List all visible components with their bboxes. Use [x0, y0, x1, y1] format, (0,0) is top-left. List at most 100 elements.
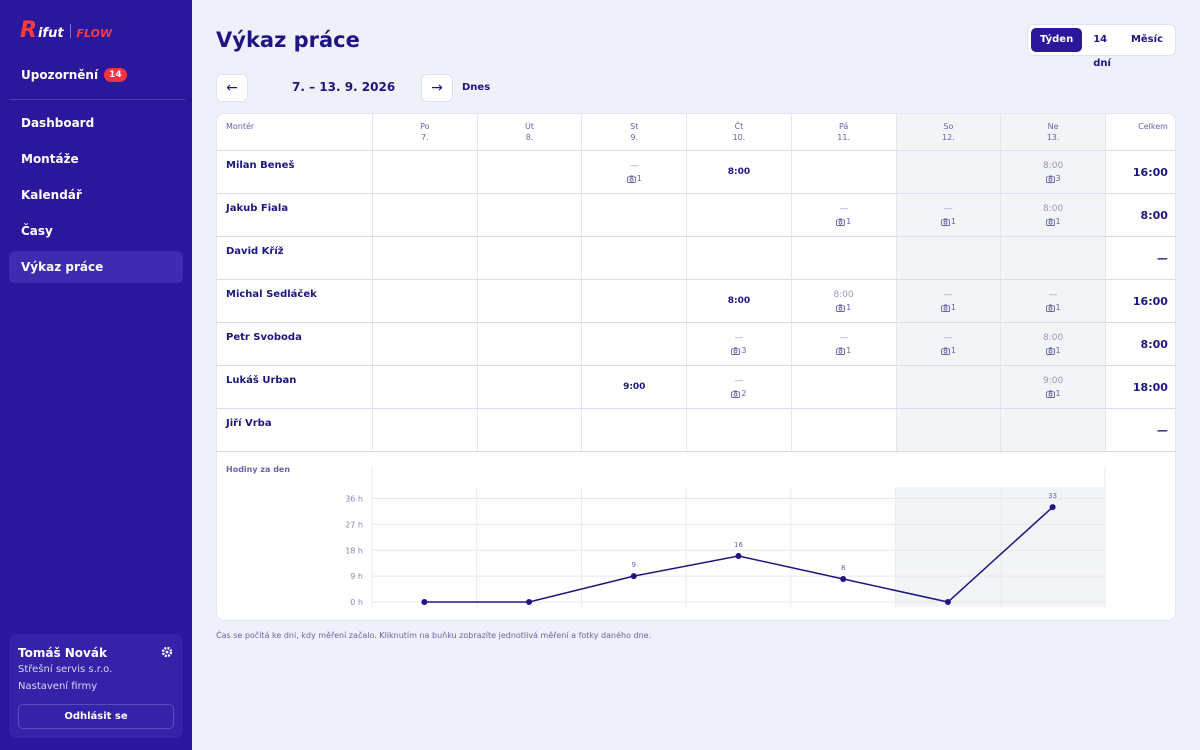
day-cell[interactable]: —3 [686, 323, 791, 366]
day-cell[interactable] [372, 323, 477, 366]
day-cell[interactable]: 8:00 [686, 280, 791, 323]
hours: — [1048, 290, 1058, 300]
day-cell[interactable] [476, 366, 582, 409]
day-cell[interactable] [1000, 237, 1105, 280]
row-total: — [1104, 409, 1175, 452]
notifications[interactable]: Upozornění 14 [21, 68, 127, 82]
nav-item[interactable]: Výkaz práce [9, 251, 183, 283]
day-cell[interactable] [581, 194, 687, 237]
notifications-badge: 14 [104, 68, 127, 82]
day-date: 7. [421, 133, 429, 142]
day-cell[interactable] [372, 237, 477, 280]
settings-icon[interactable] [161, 646, 173, 658]
day-cell[interactable] [372, 409, 477, 452]
hours: 9:00 [623, 382, 646, 392]
day-cell[interactable]: —1 [790, 194, 896, 237]
day-cell[interactable] [581, 237, 687, 280]
day-cell[interactable]: 8:00 1 [1000, 323, 1105, 366]
column-header: Montér [217, 114, 372, 151]
day-cell[interactable] [581, 409, 687, 452]
day-cell[interactable]: —1 [1000, 280, 1105, 323]
day-cell[interactable] [895, 366, 1001, 409]
nav-item[interactable]: Dashboard [21, 116, 95, 130]
day-cell[interactable]: —1 [790, 323, 896, 366]
day-cell[interactable]: 9:00 1 [1000, 366, 1105, 409]
hours: — [734, 376, 744, 386]
photo-count: 1 [636, 174, 642, 183]
day-cell[interactable] [686, 237, 791, 280]
day-cell[interactable] [790, 409, 896, 452]
range-tab[interactable]: Týden [1031, 28, 1083, 52]
day-cell[interactable]: —1 [895, 280, 1001, 323]
day-cell[interactable] [790, 151, 896, 194]
day-cell[interactable] [476, 280, 582, 323]
day-cell[interactable] [581, 323, 687, 366]
hours: — [839, 333, 849, 343]
day-cell[interactable] [372, 280, 477, 323]
day-cell[interactable] [476, 151, 582, 194]
day-cell[interactable] [476, 323, 582, 366]
worker-name: Lukáš Urban [217, 366, 372, 409]
camera-icon [626, 175, 636, 183]
camera-icon [940, 304, 950, 312]
day-cell[interactable]: 8:00 1 [790, 280, 896, 323]
day-cell[interactable] [476, 194, 582, 237]
day-cell[interactable]: 9:00 [581, 366, 687, 409]
y-tick-label: 27 h [345, 520, 363, 529]
day-cell[interactable] [790, 237, 896, 280]
hours: 8:00 [727, 296, 751, 306]
day-cell[interactable] [581, 280, 687, 323]
day-cell[interactable] [372, 366, 477, 409]
nav-item[interactable]: Montáže [21, 152, 79, 166]
notifications-label: Upozornění [21, 68, 99, 82]
point [944, 599, 951, 605]
day-cell[interactable] [895, 409, 1001, 452]
day-name: Út [525, 122, 535, 131]
day-cell[interactable]: —1 [581, 151, 687, 194]
today-button[interactable]: Dnes [462, 82, 491, 93]
point [630, 573, 637, 580]
logo-mark: R [20, 18, 37, 43]
worker-name: Michal Sedláček [217, 280, 372, 323]
nav-item[interactable]: Kalendář [21, 188, 82, 202]
day-cell[interactable]: 8:00 3 [1000, 151, 1105, 194]
next-button[interactable]: → [421, 74, 453, 102]
photo-count: 2 [741, 389, 747, 398]
day-cell[interactable] [790, 366, 896, 409]
day-cell[interactable]: —1 [895, 323, 1001, 366]
day-cell[interactable] [476, 237, 582, 280]
logout-button[interactable]: Odhlásit se [18, 704, 174, 729]
day-cell[interactable]: 8:00 [686, 151, 791, 194]
day-cell[interactable] [372, 151, 477, 194]
day-cell[interactable] [476, 409, 582, 452]
day-cell[interactable] [895, 237, 1001, 280]
range-tab[interactable]: Měsíc [1130, 34, 1163, 45]
day-cell[interactable] [1000, 409, 1105, 452]
photo-count: 1 [1055, 217, 1061, 226]
day-cell[interactable] [686, 194, 791, 237]
photo-count: 1 [1055, 303, 1061, 312]
prev-button[interactable]: ← [216, 74, 248, 102]
day-cell[interactable] [372, 194, 477, 237]
nav-item[interactable]: Časy [21, 224, 53, 238]
day-cell[interactable]: —1 [895, 194, 1001, 237]
day-header: Pá 11. [790, 114, 896, 151]
photo-count: 3 [1055, 174, 1061, 183]
camera-icon [1045, 390, 1055, 398]
row-total: 16:00 [1104, 280, 1175, 323]
range-tab[interactable]: 14 dní [1093, 34, 1111, 69]
worker-name: Jiří Vrba [217, 409, 372, 452]
day-date: 13. [1046, 133, 1060, 142]
photos: 1 [626, 174, 642, 183]
company-settings[interactable]: Nastavení firmy [18, 681, 98, 692]
logo-product: FLOW [76, 27, 113, 40]
day-cell[interactable]: 8:00 1 [1000, 194, 1105, 237]
page-title: Výkaz práce [216, 28, 360, 52]
chart: Hodiny za den 0 h 9 h 18 h 27 h 36 h 9 16 8 33 [226, 465, 1106, 607]
point [840, 576, 847, 582]
day-cell[interactable] [895, 151, 1001, 194]
day-cell[interactable]: —2 [686, 366, 791, 409]
day-cell[interactable] [686, 409, 791, 452]
day-name: St [630, 122, 639, 131]
point [1049, 504, 1056, 511]
